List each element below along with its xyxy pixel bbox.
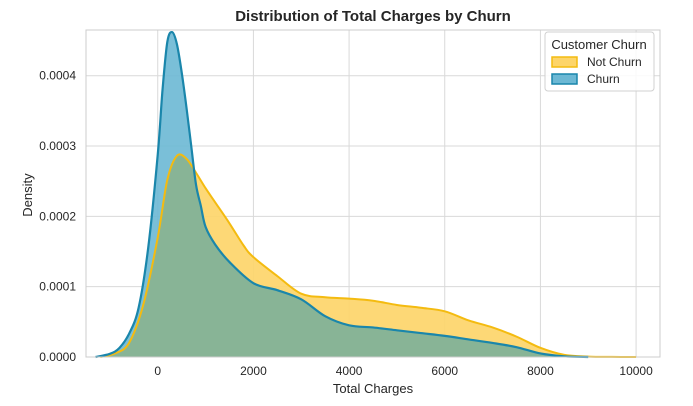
x-tick-label: 6000 (431, 364, 458, 378)
plot-frame (85, 29, 661, 358)
x-axis-ticks: 0 2000 4000 6000 8000 10000 (154, 364, 653, 378)
y-tick-label: 0.0004 (39, 69, 76, 83)
y-tick-label: 0.0002 (39, 209, 76, 223)
legend-swatch-not-churn (551, 56, 578, 68)
legend-title: Customer Churn (551, 37, 646, 52)
x-tick-label: 8000 (527, 364, 554, 378)
x-tick-label: 2000 (240, 364, 267, 378)
not-churn-density-line (100, 153, 637, 358)
x-axis-label: Total Charges (333, 381, 414, 396)
y-axis-ticks: 0.0000 0.0001 0.0002 0.0003 0.0004 (39, 69, 76, 364)
churn-density-line (95, 30, 589, 359)
x-tick-label: 0 (154, 364, 161, 378)
y-tick-label: 0.0001 (39, 280, 76, 294)
y-axis-label: Density (20, 173, 35, 217)
x-tick-label: 10000 (619, 364, 653, 378)
x-tick-label: 4000 (336, 364, 363, 378)
chart-title: Distribution of Total Charges by Churn (235, 8, 511, 25)
legend-swatch-churn (551, 73, 578, 85)
y-tick-label: 0.0000 (39, 350, 76, 364)
legend-label-churn: Churn (587, 72, 620, 86)
density-fills (95, 30, 637, 359)
legend-label-not-churn: Not Churn (587, 55, 642, 69)
overlap-density-area (100, 154, 589, 357)
y-tick-label: 0.0003 (39, 139, 76, 153)
chart-legend: Customer Churn Not Churn Churn (544, 31, 655, 92)
